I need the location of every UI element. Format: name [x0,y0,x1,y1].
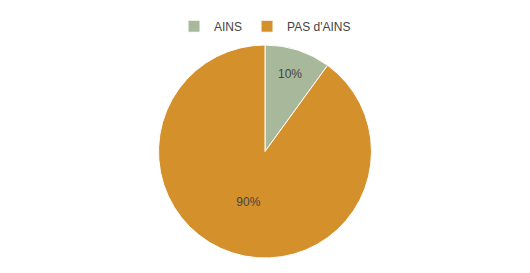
svg-text:90%: 90% [236,195,260,209]
svg-text:PAS d'AINS: PAS d'AINS [287,20,350,34]
svg-text:AINS: AINS [214,20,242,34]
svg-text:10%: 10% [278,67,302,81]
